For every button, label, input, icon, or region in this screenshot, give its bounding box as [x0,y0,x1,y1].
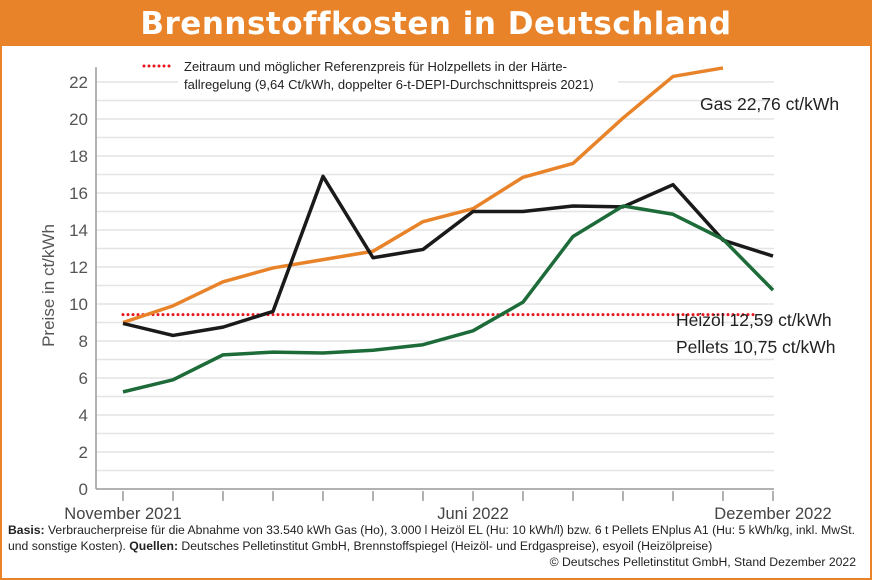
quellen-text: Deutsches Pelletinstitut GmbH, Brennstof… [178,539,713,553]
x-tick-label: November 2021 [64,505,181,522]
y-tick-label: 10 [69,295,88,314]
series-label: Heizöl 12,59 ct/kWh [676,310,832,330]
chart-title: Brennstoffkosten in Deutschland [2,2,870,46]
y-tick-label: 18 [69,147,88,166]
footer: Basis: Verbraucherpreise für die Abnahme… [8,522,856,570]
y-tick-label: 22 [69,73,88,92]
y-tick-label: 4 [79,406,88,425]
y-tick-label: 8 [79,332,88,351]
basis-label: Basis: [8,523,45,537]
quellen-label: Quellen: [125,539,179,553]
y-tick-label: 2 [79,443,88,462]
line-chart: 0 2 4 6 8 10 12 14 16 18 20 22 November 2021 Juni 202… [39,54,839,522]
series-line-gas [122,66,724,325]
copyright: © Deutsches Pelletinstitut GmbH, Stand D… [549,555,856,569]
x-tick-label: Dezember 2022 [714,505,831,522]
legend-text: fallregelung (9,64 Ct/kWh, doppelter 6-t… [184,77,594,92]
series-line-pellets [122,204,775,394]
y-tick-label: 16 [69,184,88,203]
legend-background [178,54,618,94]
y-tick-label: 6 [79,369,88,388]
y-axis-label: Preise in ct/kWh [39,224,58,347]
y-tick-label: 20 [69,110,88,129]
series-line-heizöl [122,174,774,338]
series-label: Pellets 10,75 ct/kWh [676,337,836,357]
y-tick-label: 0 [79,480,88,499]
y-tick-label: 12 [69,258,88,277]
basis-text: Verbraucherpreise für die Abnahme von 33… [8,523,855,553]
legend-text: Zeitraum und möglicher Referenzpreis für… [184,59,567,74]
y-tick-label: 14 [69,221,88,240]
x-tick-label: Juni 2022 [437,505,509,522]
series-label: Gas 22,76 ct/kWh [700,94,839,114]
